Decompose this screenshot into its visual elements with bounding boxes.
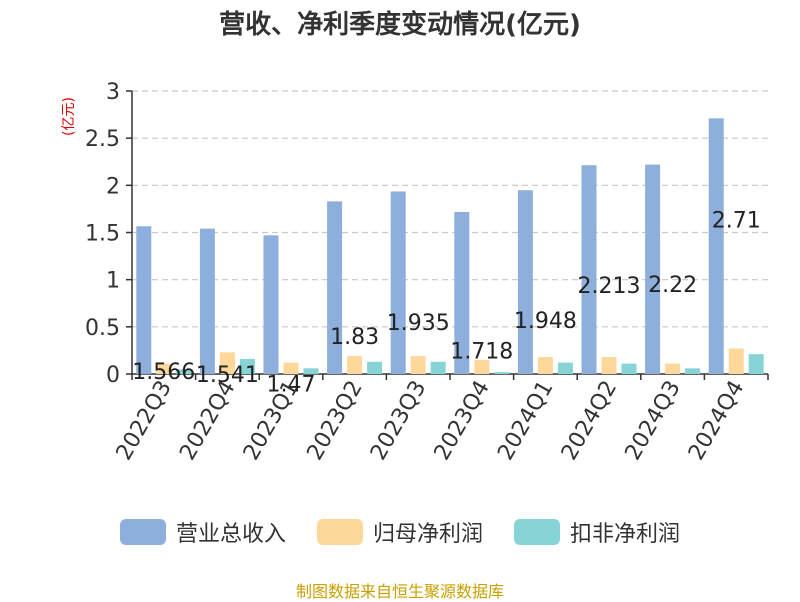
y-tick-label: 0 (106, 363, 120, 388)
adjusted-net-profit-bar (494, 372, 510, 374)
revenue-bar (454, 211, 470, 374)
revenue-data-label: 1.718 (450, 340, 513, 365)
adjusted-net-profit-bar (176, 369, 192, 374)
net-profit-bar (728, 348, 744, 374)
net-profit-bar (601, 357, 617, 374)
revenue-data-label: 1.541 (196, 363, 259, 388)
y-tick-label: 3 (106, 80, 120, 105)
y-tick-label: 0.5 (85, 316, 120, 341)
adjusted-net-profit-bar (303, 368, 319, 374)
legend-swatch-revenue (119, 519, 166, 545)
revenue-data-label: 2.22 (648, 273, 697, 298)
legend-label-adjusted-net-profit: 扣非净利润 (570, 522, 681, 547)
x-tick-label: 2024Q4 (684, 377, 749, 465)
legend-label-net-profit: 归母净利润 (372, 522, 483, 547)
legend: 营业总收入 归母净利润 扣非净利润 (0, 516, 800, 551)
legend-swatch-net-profit (316, 519, 363, 545)
adjusted-net-profit-bar (239, 358, 255, 374)
net-profit-bar (156, 363, 172, 374)
revenue-data-label: 2.71 (712, 208, 761, 233)
net-profit-bar (219, 352, 235, 374)
legend-item-adjusted-net-profit[interactable]: 扣非净利润 (514, 516, 680, 548)
adjusted-net-profit-bar (367, 361, 383, 374)
chart-title: 营收、净利季度变动情况(亿元) (219, 10, 581, 40)
net-profit-bar (537, 357, 553, 374)
legend-swatch-adjusted-net-profit (514, 519, 560, 545)
net-profit-bar (283, 362, 299, 374)
legend-label-revenue: 营业总收入 (175, 522, 286, 547)
y-tick-label: 2 (106, 174, 120, 199)
net-profit-bar (474, 359, 490, 374)
adjusted-net-profit-bar (430, 361, 446, 374)
revenue-data-label: 1.566 (132, 360, 195, 385)
net-profit-bar (410, 356, 426, 374)
revenue-bar (645, 164, 661, 374)
x-tick-label: 2022Q4 (175, 377, 240, 465)
adjusted-net-profit-bar (748, 354, 764, 374)
net-profit-bar (665, 363, 681, 374)
x-tick-label: 2024Q1 (493, 377, 558, 465)
revenue-bar (390, 191, 406, 374)
net-profit-bar (347, 356, 363, 374)
revenue-bar (708, 118, 724, 375)
x-tick-label: 2024Q2 (557, 377, 622, 465)
data-source-note: 制图数据来自恒生聚源数据库 (295, 582, 504, 601)
revenue-data-label: 1.948 (514, 309, 577, 334)
x-tick-label: 2023Q4 (430, 377, 495, 465)
revenue-data-label: 1.935 (387, 311, 450, 336)
revenue-bar (199, 228, 215, 374)
legend-item-net-profit[interactable]: 归母净利润 (316, 516, 483, 548)
revenue-bar (136, 226, 152, 374)
revenue-data-label: 2.213 (578, 274, 641, 299)
revenue-data-label: 1.47 (267, 372, 316, 397)
y-tick-label: 1 (106, 269, 120, 294)
revenue-bar (327, 201, 343, 374)
revenue-bar (517, 190, 533, 374)
y-tick-label: 2.5 (85, 127, 120, 152)
y-tick-label: 1.5 (85, 222, 120, 247)
adjusted-net-profit-bar (685, 368, 701, 374)
revenue-bar (263, 235, 279, 374)
x-tick-label: 2022Q3 (112, 377, 177, 465)
x-tick-label: 2023Q3 (366, 377, 431, 465)
revenue-bar (581, 165, 597, 374)
adjusted-net-profit-bar (621, 363, 637, 374)
legend-item-revenue[interactable]: 营业总收入 (119, 516, 286, 548)
revenue-data-label: 1.83 (330, 325, 379, 350)
adjusted-net-profit-bar (557, 362, 573, 374)
x-tick-label: 2024Q3 (620, 377, 685, 465)
